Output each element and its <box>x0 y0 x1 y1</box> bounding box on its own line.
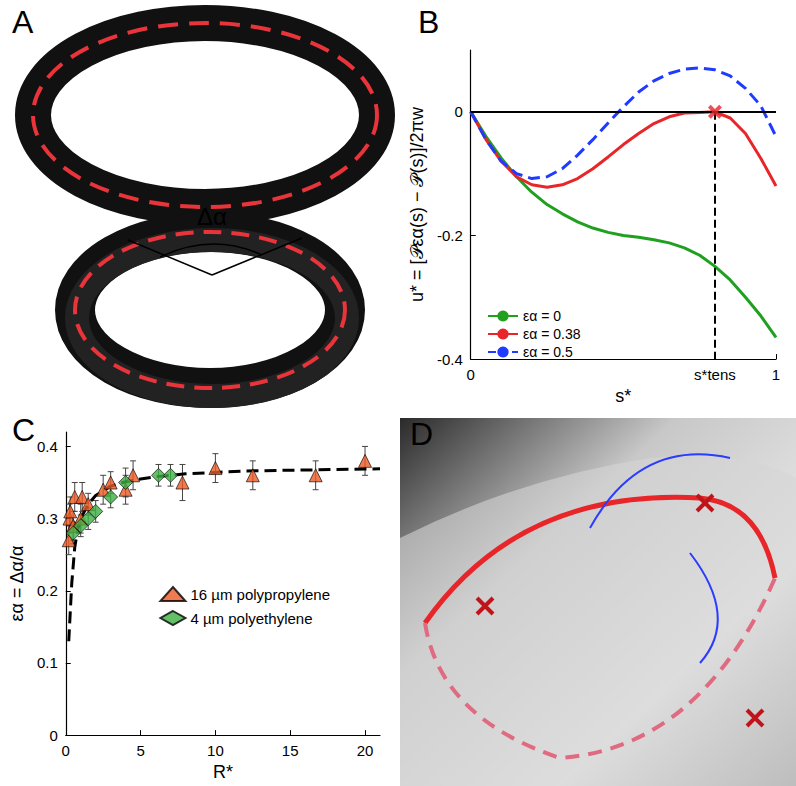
svg-text:εα = 0.5: εα = 0.5 <box>523 344 573 360</box>
svg-text:u* = [𝒫εα(s) − 𝒫(s)]/2πw: u* = [𝒫εα(s) − 𝒫(s)]/2πw <box>407 106 427 302</box>
svg-text:0: 0 <box>467 366 475 383</box>
svg-text:R*: R* <box>213 762 233 782</box>
html-text:C: C <box>12 412 36 448</box>
svg-text:0.1: 0.1 <box>37 654 58 671</box>
svg-text:εα = 0: εα = 0 <box>523 308 561 324</box>
svg-text:-0.4: -0.4 <box>437 351 463 368</box>
svg-text:0.3: 0.3 <box>37 510 58 527</box>
svg-text:-0.2: -0.2 <box>437 227 463 244</box>
svg-text:Δα: Δα <box>197 203 227 230</box>
svg-text:0.2: 0.2 <box>37 582 58 599</box>
svg-text:20: 20 <box>357 742 374 759</box>
svg-text:0: 0 <box>454 103 462 120</box>
html-text:A: A <box>12 4 34 40</box>
html-text:D: D <box>410 416 434 452</box>
svg-text:16 µm polypropylene: 16 µm polypropylene <box>190 586 330 603</box>
html-text:B: B <box>418 4 440 40</box>
svg-text:5: 5 <box>136 742 144 759</box>
svg-text:1: 1 <box>772 366 780 383</box>
svg-text:εα = Δα/α: εα = Δα/α <box>7 546 27 622</box>
svg-text:10: 10 <box>207 742 224 759</box>
svg-text:εα = 0.38: εα = 0.38 <box>523 326 581 342</box>
svg-text:0.4: 0.4 <box>37 438 58 455</box>
svg-text:0: 0 <box>62 742 70 759</box>
svg-text:4 µm polyethylene: 4 µm polyethylene <box>190 610 312 627</box>
svg-text:15: 15 <box>282 742 299 759</box>
svg-text:0: 0 <box>49 727 57 744</box>
svg-text:s*: s* <box>615 386 631 406</box>
svg-text:s*tens: s*tens <box>694 366 736 383</box>
